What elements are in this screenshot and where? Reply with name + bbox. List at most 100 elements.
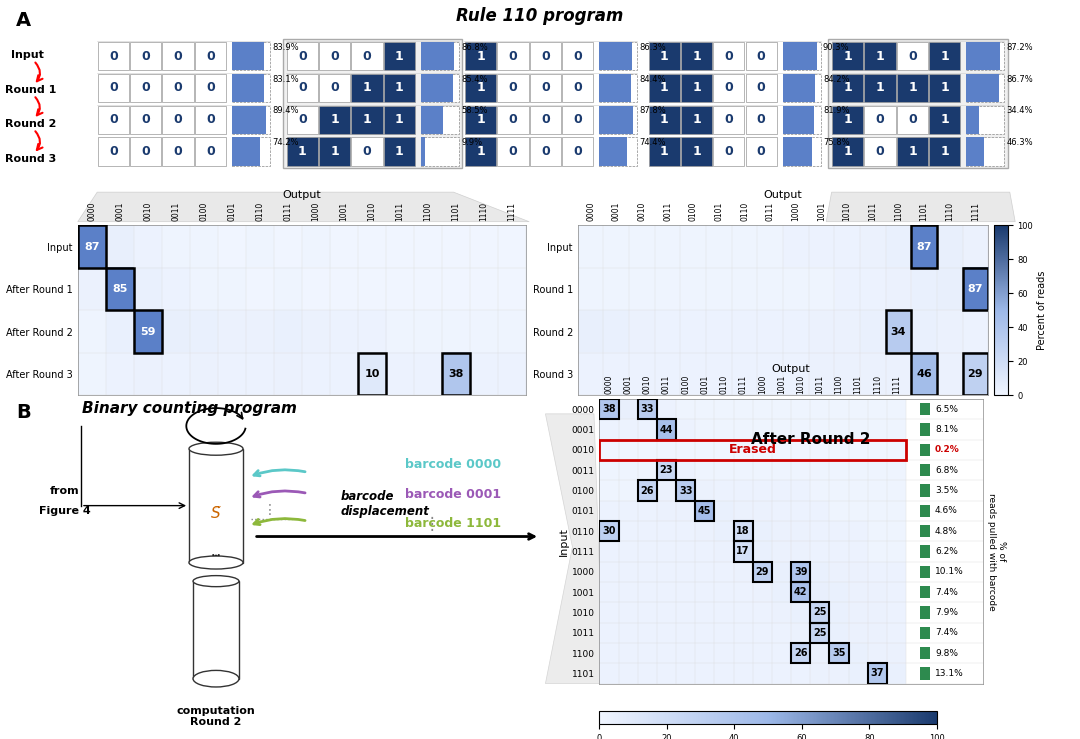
- Text: 46.3%: 46.3%: [1007, 138, 1034, 147]
- Text: 0: 0: [109, 50, 118, 63]
- Text: Round 3: Round 3: [5, 154, 56, 164]
- Text: 0: 0: [298, 113, 307, 126]
- Text: 74.4%: 74.4%: [639, 138, 666, 147]
- Text: 1: 1: [330, 113, 339, 126]
- Text: 0: 0: [109, 113, 118, 126]
- Text: 1: 1: [298, 145, 307, 158]
- Text: 0: 0: [141, 50, 150, 63]
- Text: barcode 1101: barcode 1101: [405, 517, 501, 530]
- Text: 0: 0: [541, 113, 550, 126]
- Text: 3.5%: 3.5%: [935, 486, 958, 495]
- Y-axis label: Percent of reads: Percent of reads: [1037, 270, 1048, 350]
- Text: 59: 59: [140, 327, 156, 337]
- Text: 33: 33: [679, 486, 692, 496]
- Text: 6.2%: 6.2%: [935, 547, 958, 556]
- Text: 0: 0: [298, 50, 307, 63]
- Bar: [810, 622, 829, 643]
- Text: 0: 0: [876, 145, 885, 158]
- Text: 1: 1: [692, 81, 701, 95]
- Text: 1: 1: [908, 145, 917, 158]
- Text: 0: 0: [206, 50, 215, 63]
- Text: B: B: [16, 403, 31, 422]
- Text: 1: 1: [843, 81, 852, 95]
- Text: 1: 1: [843, 145, 852, 158]
- Text: 42: 42: [794, 587, 808, 597]
- Bar: [962, 268, 988, 310]
- Text: 0: 0: [509, 113, 517, 126]
- Text: 87: 87: [84, 242, 99, 252]
- Text: 0: 0: [363, 50, 372, 63]
- Bar: [733, 541, 753, 562]
- Text: 7.9%: 7.9%: [935, 608, 958, 617]
- Text: 0: 0: [174, 145, 183, 158]
- Text: ⋮: ⋮: [264, 503, 276, 517]
- Text: 26: 26: [640, 486, 654, 496]
- Bar: [599, 521, 619, 541]
- Text: 81.9%: 81.9%: [823, 106, 850, 115]
- Text: % of
reads pulled with barcode: % of reads pulled with barcode: [986, 493, 1005, 610]
- Text: 38: 38: [448, 369, 463, 379]
- Text: 44: 44: [660, 424, 673, 435]
- Text: 87.2%: 87.2%: [1007, 43, 1034, 52]
- Ellipse shape: [195, 636, 237, 646]
- Text: S̃: S̃: [212, 506, 220, 521]
- Text: 84.2%: 84.2%: [823, 75, 850, 84]
- Bar: [919, 423, 930, 436]
- Text: 0: 0: [757, 145, 766, 158]
- Text: 0: 0: [876, 113, 885, 126]
- Ellipse shape: [193, 670, 239, 687]
- Text: 1: 1: [363, 113, 372, 126]
- Text: 39: 39: [794, 567, 808, 577]
- Text: 1: 1: [476, 113, 485, 126]
- Bar: [886, 310, 912, 353]
- Text: 9.8%: 9.8%: [935, 649, 958, 658]
- Text: 0: 0: [725, 50, 733, 63]
- Text: 0: 0: [541, 145, 550, 158]
- Bar: [919, 464, 930, 477]
- Text: 4.8%: 4.8%: [935, 527, 958, 536]
- Text: 0: 0: [330, 81, 339, 95]
- Text: 0: 0: [725, 113, 733, 126]
- Text: 1: 1: [395, 145, 404, 158]
- Text: 1: 1: [941, 81, 949, 95]
- Text: 0: 0: [363, 145, 372, 158]
- Text: 1: 1: [660, 50, 669, 63]
- Y-axis label: Input: Input: [558, 527, 569, 556]
- Text: 87.8%: 87.8%: [639, 106, 666, 115]
- Text: 0: 0: [206, 81, 215, 95]
- Bar: [919, 606, 930, 619]
- Text: 1: 1: [843, 113, 852, 126]
- Bar: [78, 225, 106, 268]
- Text: 1: 1: [941, 113, 949, 126]
- Text: 0: 0: [109, 81, 118, 95]
- Text: 90.3%: 90.3%: [823, 43, 850, 52]
- X-axis label: Output: Output: [283, 190, 321, 200]
- Text: 1: 1: [330, 145, 339, 158]
- Text: 86.8%: 86.8%: [461, 43, 488, 52]
- Bar: [696, 501, 715, 521]
- Text: 0: 0: [573, 81, 582, 95]
- Text: 1: 1: [363, 81, 372, 95]
- Text: 0: 0: [541, 81, 550, 95]
- Bar: [919, 586, 930, 599]
- Text: 30: 30: [603, 526, 616, 537]
- Text: barcode 0001: barcode 0001: [405, 488, 501, 501]
- Ellipse shape: [189, 442, 243, 455]
- Text: 25: 25: [813, 607, 826, 618]
- Text: 0: 0: [174, 113, 183, 126]
- Text: 0: 0: [757, 81, 766, 95]
- Text: 17: 17: [737, 546, 750, 556]
- Bar: [599, 399, 619, 420]
- Text: Round 2: Round 2: [5, 119, 57, 129]
- Text: A: A: [16, 11, 31, 30]
- Bar: [192, 503, 240, 559]
- Text: computation
Round 2: computation Round 2: [177, 706, 255, 727]
- Text: 35: 35: [833, 648, 846, 658]
- Bar: [792, 562, 810, 582]
- Text: barcode
displacement: barcode displacement: [340, 490, 429, 518]
- Text: 1: 1: [876, 81, 885, 95]
- Text: 0: 0: [541, 50, 550, 63]
- Text: 7.4%: 7.4%: [935, 588, 958, 596]
- Bar: [195, 641, 237, 675]
- Text: 0: 0: [141, 145, 150, 158]
